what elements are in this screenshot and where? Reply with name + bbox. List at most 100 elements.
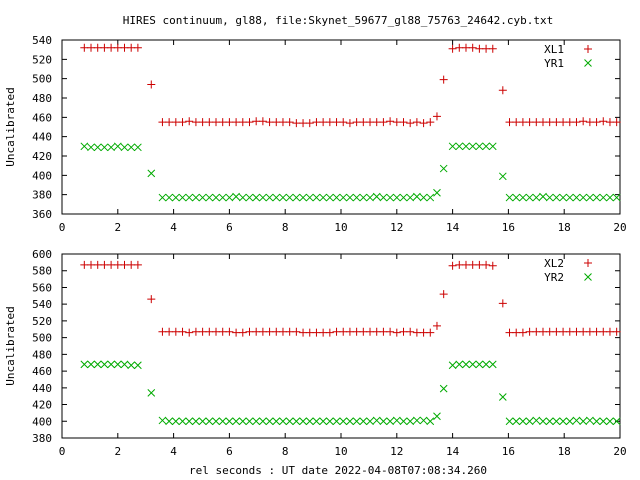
data-point (468, 43, 477, 52)
data-point (505, 328, 514, 337)
data-point (178, 193, 187, 202)
data-point (120, 43, 129, 52)
data-point (192, 193, 200, 202)
data-point (552, 193, 561, 202)
data-point (292, 327, 301, 336)
data-point (113, 260, 122, 269)
data-point (455, 142, 464, 151)
data-point (299, 119, 308, 128)
y-tick-label: 520 (32, 53, 52, 66)
data-point (346, 193, 354, 202)
data-point (488, 142, 497, 151)
data-point (332, 417, 341, 426)
legend-marker (584, 273, 592, 281)
plot-frame (61, 253, 621, 439)
data-point (245, 118, 254, 127)
data-point (278, 327, 287, 336)
data-point (345, 119, 354, 128)
data-point (413, 416, 421, 425)
data-point (406, 417, 415, 426)
data-point (505, 118, 514, 127)
x-axis-label: rel seconds : UT date 2022-04-08T07:08:3… (189, 464, 487, 477)
data-point (455, 360, 464, 369)
data-point (475, 44, 484, 53)
data-point (100, 360, 109, 369)
data-point (565, 417, 574, 426)
data-point (468, 260, 477, 269)
data-point (559, 327, 568, 336)
data-point (468, 360, 477, 369)
data-point (245, 417, 254, 426)
data-point (265, 118, 274, 127)
data-point (532, 327, 541, 336)
data-point (426, 328, 435, 337)
data-point (147, 295, 156, 304)
data-point (218, 193, 227, 202)
data-point (127, 43, 136, 52)
data-point (352, 327, 361, 336)
data-point (285, 417, 294, 426)
data-point (272, 193, 281, 202)
data-point (165, 327, 174, 336)
legend-marker (584, 45, 592, 53)
data-point (439, 290, 448, 299)
plot-frame (61, 39, 621, 215)
legend-label: YR2 (544, 271, 564, 284)
data-point (406, 119, 415, 128)
data-point (482, 260, 491, 269)
data-point (100, 43, 109, 52)
data-point (212, 417, 220, 426)
data-point (87, 360, 95, 369)
data-point (448, 361, 457, 370)
data-point (198, 417, 207, 426)
data-point (433, 412, 441, 421)
data-point (419, 193, 428, 202)
data-point (259, 417, 267, 426)
data-point (426, 193, 435, 202)
data-point (413, 192, 421, 201)
data-point (433, 188, 441, 197)
x-tick-label: 6 (226, 445, 233, 458)
x-tick-label: 16 (502, 445, 515, 458)
data-point (612, 327, 621, 336)
data-point (538, 118, 547, 127)
data-point (512, 328, 521, 337)
data-point (498, 86, 507, 95)
data-point (80, 360, 89, 369)
data-point (488, 44, 497, 53)
data-point (147, 80, 156, 89)
data-point (612, 417, 621, 426)
x-tick-label: 18 (558, 221, 571, 234)
data-point (599, 117, 608, 126)
y-tick-label: 540 (32, 34, 52, 47)
data-point (372, 416, 381, 425)
data-point (158, 193, 167, 202)
data-point (468, 142, 477, 151)
data-point (113, 43, 122, 52)
x-tick-label: 10 (334, 221, 347, 234)
data-point (392, 193, 401, 202)
data-point (218, 118, 227, 127)
data-point (292, 417, 301, 426)
data-point (265, 327, 274, 336)
x-tick-label: 10 (334, 445, 347, 458)
data-point (559, 118, 568, 127)
data-point (178, 327, 187, 336)
data-point (100, 260, 109, 269)
y-tick-label: 560 (32, 281, 52, 294)
data-point (488, 360, 497, 369)
data-point (165, 193, 173, 202)
data-point (379, 327, 388, 336)
data-point (399, 327, 408, 336)
data-point (252, 193, 261, 202)
data-point (171, 327, 180, 336)
data-point (285, 118, 294, 127)
data-point (552, 118, 561, 127)
data-point (133, 43, 142, 52)
y-tick-label: 520 (32, 315, 52, 328)
data-point (538, 327, 547, 336)
data-point (192, 417, 200, 426)
data-point (606, 417, 614, 426)
data-point (572, 118, 581, 127)
data-point (399, 118, 408, 127)
